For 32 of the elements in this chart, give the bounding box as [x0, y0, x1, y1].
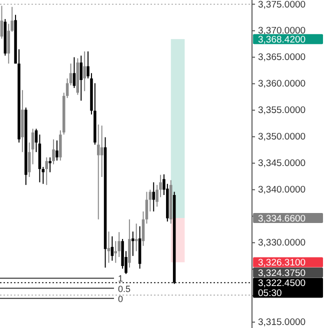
- y-tick-label: 3,330.0000: [258, 238, 306, 249]
- y-tick-label: 3,368.4200: [258, 34, 306, 46]
- ref-line-label: 3,322.4500 05:30: [258, 278, 306, 300]
- y-tick-label: 3,350.0000: [258, 132, 306, 143]
- candlestick: [128, 218, 131, 268]
- y-tick-label: 3,340.0000: [258, 184, 306, 196]
- candlestick: [0, 5, 4, 40]
- y-tick-label: 3,315.0000: [258, 317, 306, 328]
- candlestick: [56, 140, 58, 162]
- annotation: 0.5: [118, 284, 131, 294]
- candlestick: [52, 138, 55, 165]
- y-tick-label: 3,326.3100: [258, 258, 306, 269]
- y-tick-label: 3,345.0000: [258, 158, 306, 170]
- candlestick: [48, 156, 52, 173]
- candlestick: [83, 50, 86, 92]
- candlestick: [152, 182, 155, 212]
- candlestick: [80, 55, 83, 102]
- candlestick: [100, 125, 104, 178]
- annotation: 0: [118, 294, 124, 304]
- y-tick-label: 3,370.0000: [258, 26, 306, 37]
- candlestick: [132, 231, 134, 256]
- y-tick-label: 3,365.0000: [258, 52, 306, 64]
- annotation: 1: [118, 274, 124, 284]
- candlestick: [110, 236, 114, 262]
- candlestick: [72, 56, 76, 88]
- y-tick-label: 3,324.3750: [258, 268, 306, 279]
- y-tick-label: 3,360.0000: [258, 78, 306, 90]
- candlestick: [97, 124, 100, 220]
- y-tick-label: 3,334.6600: [258, 213, 306, 224]
- y-tick-label: 3,375.0000: [258, 0, 306, 10]
- candlestick: [45, 156, 48, 186]
- y-tick-label: 3,355.0000: [258, 105, 306, 116]
